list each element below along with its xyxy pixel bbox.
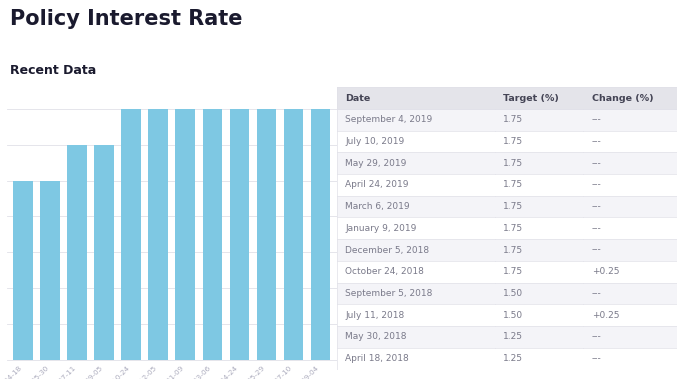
Bar bbox=[583, 239, 677, 261]
Bar bbox=[337, 196, 495, 218]
Text: ---: --- bbox=[592, 354, 601, 363]
Bar bbox=[583, 174, 677, 196]
Bar bbox=[495, 174, 583, 196]
Bar bbox=[337, 283, 495, 304]
Bar bbox=[495, 283, 583, 304]
Bar bbox=[583, 326, 677, 348]
Text: October 24, 2018: October 24, 2018 bbox=[345, 267, 424, 276]
Text: 1.75: 1.75 bbox=[503, 202, 524, 211]
Bar bbox=[583, 261, 677, 283]
Text: 1.50: 1.50 bbox=[503, 289, 524, 298]
Text: 1.75: 1.75 bbox=[503, 115, 524, 124]
Bar bbox=[175, 109, 195, 360]
Bar bbox=[67, 145, 87, 360]
Bar bbox=[122, 109, 141, 360]
Text: ---: --- bbox=[592, 289, 601, 298]
Text: Recent Data: Recent Data bbox=[10, 64, 97, 77]
Bar bbox=[583, 152, 677, 174]
Text: January 9, 2019: January 9, 2019 bbox=[345, 224, 416, 233]
Text: +0.25: +0.25 bbox=[592, 311, 619, 320]
Bar bbox=[495, 218, 583, 239]
Bar bbox=[337, 131, 495, 152]
Bar bbox=[337, 174, 495, 196]
Text: March 6, 2019: March 6, 2019 bbox=[345, 202, 410, 211]
Bar bbox=[148, 109, 168, 360]
Text: 1.50: 1.50 bbox=[503, 311, 524, 320]
Bar bbox=[495, 348, 583, 370]
Bar bbox=[337, 218, 495, 239]
Text: 1.75: 1.75 bbox=[503, 137, 524, 146]
Bar bbox=[337, 239, 495, 261]
Text: September 4, 2019: September 4, 2019 bbox=[345, 115, 432, 124]
Text: September 5, 2018: September 5, 2018 bbox=[345, 289, 432, 298]
Bar bbox=[95, 145, 114, 360]
Bar bbox=[337, 152, 495, 174]
Bar bbox=[337, 326, 495, 348]
Text: ---: --- bbox=[592, 202, 601, 211]
Bar bbox=[495, 152, 583, 174]
Bar bbox=[583, 283, 677, 304]
Text: July 10, 2019: July 10, 2019 bbox=[345, 137, 405, 146]
Bar bbox=[583, 131, 677, 152]
Text: Policy Interest Rate: Policy Interest Rate bbox=[10, 9, 243, 30]
Bar bbox=[495, 87, 583, 109]
Bar bbox=[230, 109, 249, 360]
Bar bbox=[495, 131, 583, 152]
Bar bbox=[40, 180, 60, 360]
Text: +0.25: +0.25 bbox=[592, 267, 619, 276]
Text: December 5, 2018: December 5, 2018 bbox=[345, 246, 429, 255]
Text: 1.25: 1.25 bbox=[503, 354, 523, 363]
Text: Change (%): Change (%) bbox=[592, 94, 653, 103]
Text: Target (%): Target (%) bbox=[503, 94, 559, 103]
Bar bbox=[337, 109, 495, 131]
Text: May 29, 2019: May 29, 2019 bbox=[345, 159, 407, 168]
Text: 1.75: 1.75 bbox=[503, 246, 524, 255]
Bar bbox=[495, 261, 583, 283]
Bar bbox=[337, 87, 495, 109]
Text: April 24, 2019: April 24, 2019 bbox=[345, 180, 409, 190]
Bar bbox=[256, 109, 276, 360]
Text: April 18, 2018: April 18, 2018 bbox=[345, 354, 409, 363]
Text: July 11, 2018: July 11, 2018 bbox=[345, 311, 405, 320]
Bar bbox=[495, 109, 583, 131]
Text: ---: --- bbox=[592, 246, 601, 255]
Bar bbox=[337, 261, 495, 283]
Bar bbox=[583, 348, 677, 370]
Text: 1.75: 1.75 bbox=[503, 180, 524, 190]
Bar bbox=[337, 304, 495, 326]
Bar bbox=[203, 109, 222, 360]
Bar bbox=[311, 109, 330, 360]
Text: ---: --- bbox=[592, 180, 601, 190]
Bar bbox=[583, 218, 677, 239]
Bar bbox=[495, 304, 583, 326]
Text: 1.75: 1.75 bbox=[503, 224, 524, 233]
Bar bbox=[284, 109, 303, 360]
Text: 1.75: 1.75 bbox=[503, 159, 524, 168]
Text: Date: Date bbox=[345, 94, 371, 103]
Text: ---: --- bbox=[592, 224, 601, 233]
Text: ---: --- bbox=[592, 137, 601, 146]
Bar bbox=[583, 109, 677, 131]
Text: ---: --- bbox=[592, 115, 601, 124]
Text: 1.25: 1.25 bbox=[503, 332, 523, 341]
Bar bbox=[495, 239, 583, 261]
Bar bbox=[495, 196, 583, 218]
Text: ---: --- bbox=[592, 159, 601, 168]
Text: May 30, 2018: May 30, 2018 bbox=[345, 332, 407, 341]
Bar bbox=[495, 326, 583, 348]
Bar bbox=[583, 196, 677, 218]
Bar bbox=[337, 348, 495, 370]
Bar bbox=[583, 87, 677, 109]
Text: ---: --- bbox=[592, 332, 601, 341]
Text: 1.75: 1.75 bbox=[503, 267, 524, 276]
Bar bbox=[14, 180, 33, 360]
Bar bbox=[583, 304, 677, 326]
